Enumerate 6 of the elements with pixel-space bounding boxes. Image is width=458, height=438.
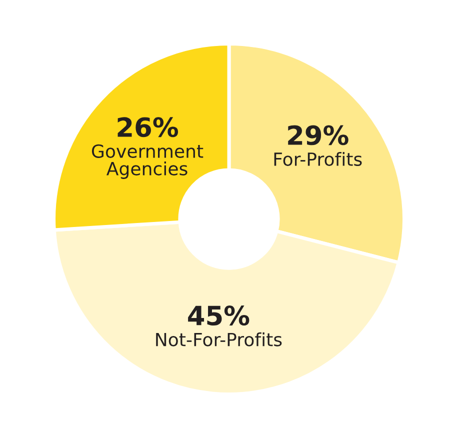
slice-label: Not-For-Profits bbox=[156, 332, 282, 346]
data-label: 29% bbox=[288, 125, 348, 146]
slice-label: For-Profits bbox=[274, 152, 362, 166]
slice-label: Government Agencies bbox=[92, 144, 204, 179]
data-label: 45% bbox=[188, 306, 250, 326]
data-label: 26% bbox=[118, 117, 178, 138]
